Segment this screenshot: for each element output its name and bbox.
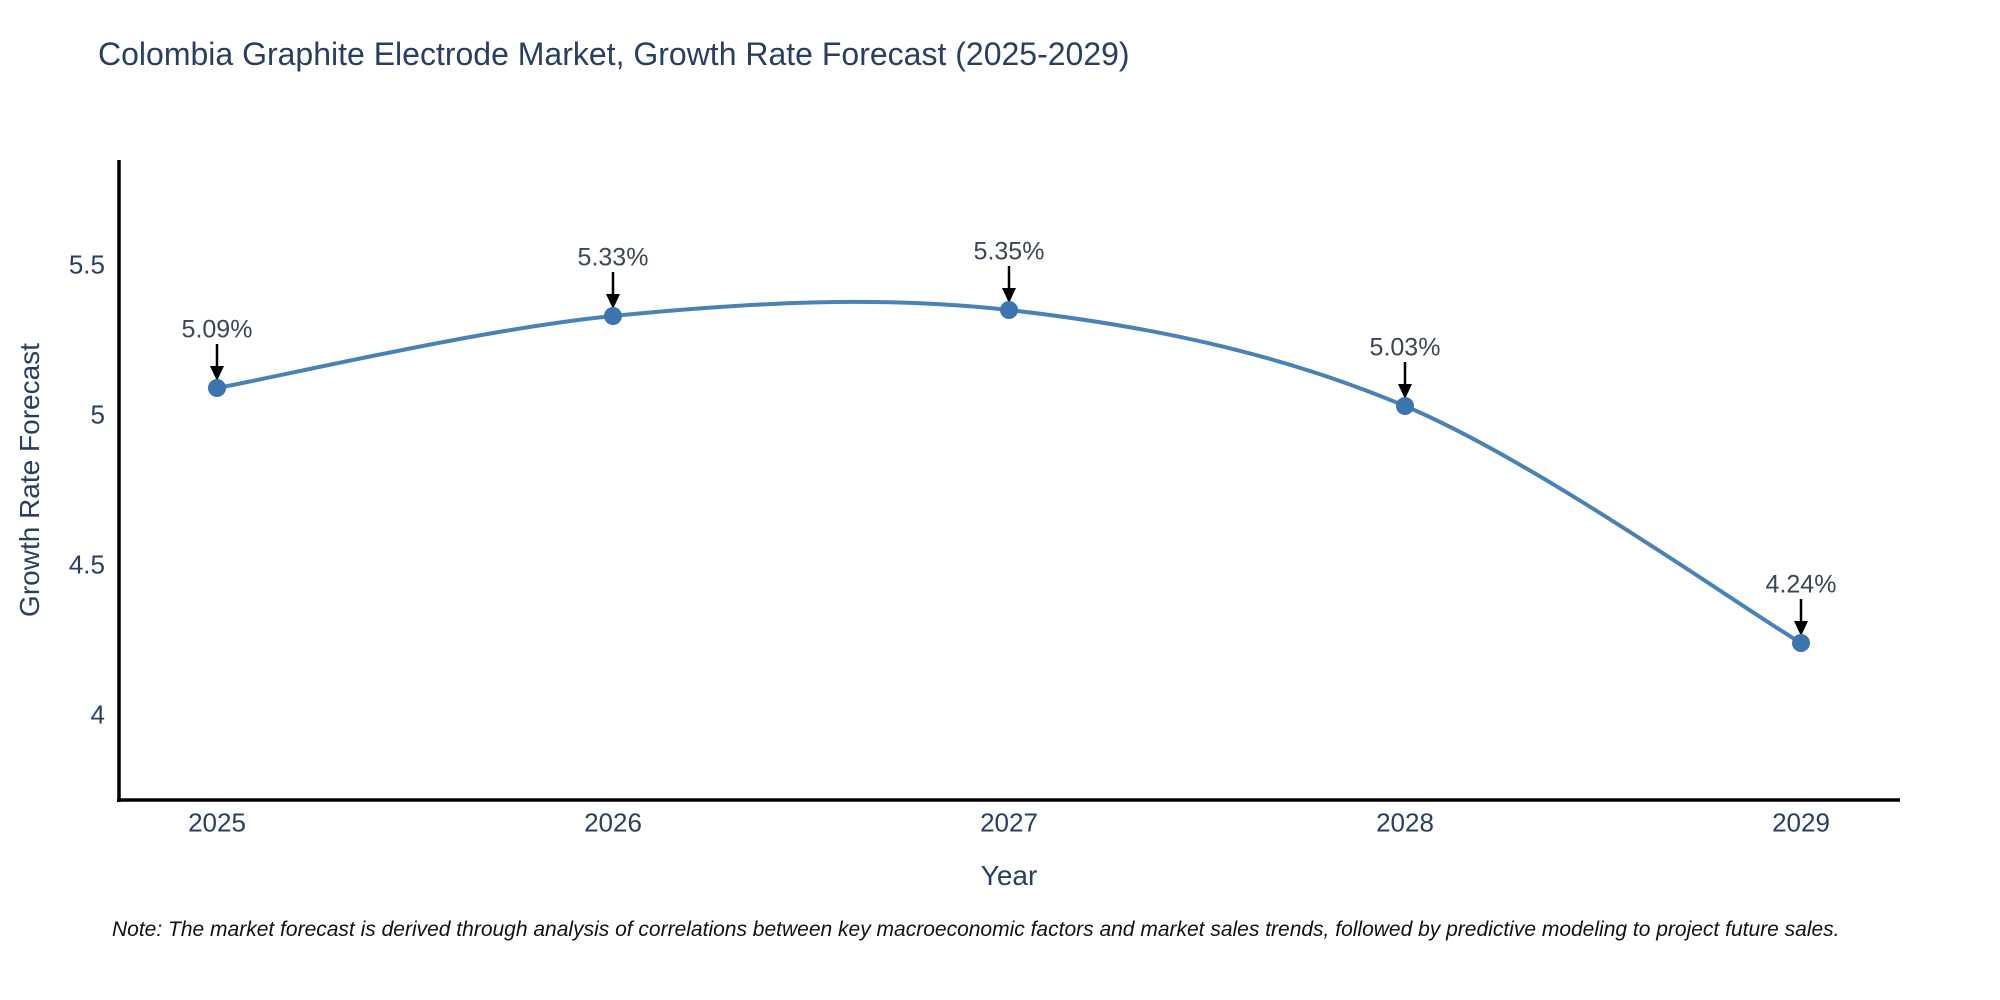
y-tick-label: 5 [90,399,105,430]
annotation-arrowhead-icon [1398,384,1412,399]
point-annotation: 5.35% [973,237,1045,266]
trend-line [216,299,1803,645]
annotation-arrows [210,266,1808,636]
x-tick-label: 2029 [1772,807,1830,838]
y-tick-label: 4 [90,699,105,730]
data-point-marker [1396,397,1414,415]
point-annotation: 4.24% [1765,570,1837,599]
x-tick-label: 2025 [188,807,246,838]
point-annotation: 5.09% [181,315,253,344]
data-point-marker [1000,301,1018,319]
annotation-arrowhead-icon [1794,621,1808,636]
y-tick-label: 4.5 [68,549,105,580]
data-point-marker [1792,634,1810,652]
point-annotation: 5.33% [577,243,649,272]
data-point-markers [208,301,1810,652]
point-annotation: 5.03% [1369,333,1441,362]
annotation-arrowhead-icon [1002,288,1016,303]
annotation-arrowhead-icon [210,366,224,381]
x-tick-label: 2028 [1376,807,1434,838]
axes [117,160,1900,802]
chart-title: Colombia Graphite Electrode Market, Grow… [98,36,1130,72]
x-tick-label: 2027 [980,807,1038,838]
chart-note: Note: The market forecast is derived thr… [112,918,1840,941]
data-point-marker [208,379,226,397]
trend-line-layer [216,299,1803,645]
x-axis-title: Year [980,860,1038,891]
annotation-arrowhead-icon [606,294,620,309]
y-tick-label: 5.5 [68,249,105,280]
data-point-marker [604,307,622,325]
x-tick-label: 2026 [584,807,642,838]
